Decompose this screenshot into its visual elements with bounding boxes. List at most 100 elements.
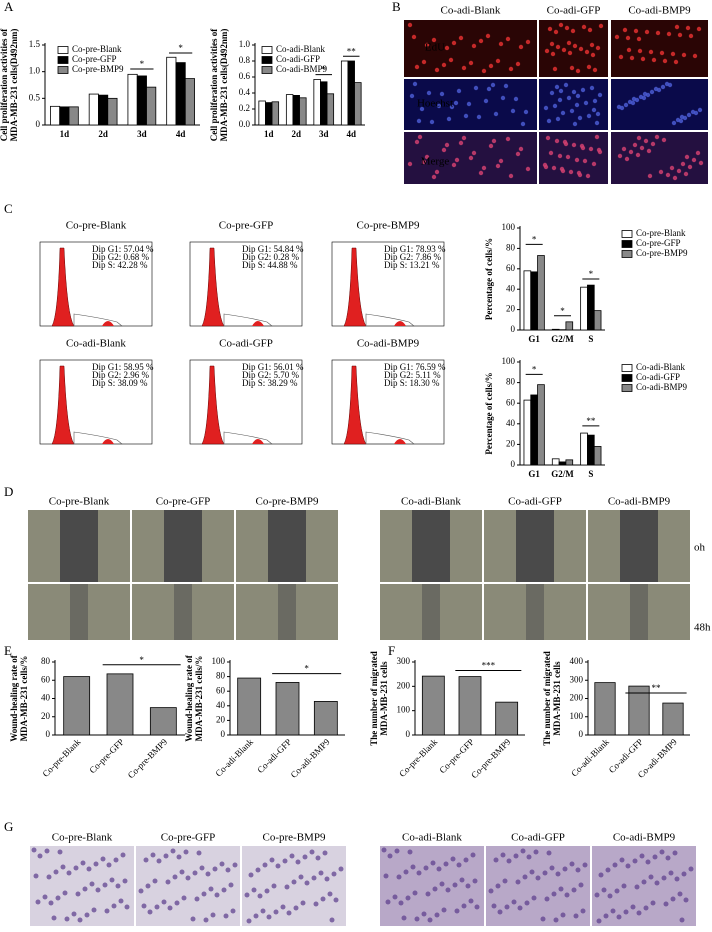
cell-nucleus [476, 114, 482, 120]
x-tick-label: Co-pre-Blank [40, 736, 82, 778]
cell-nucleus [558, 88, 564, 94]
x-tick-label: Co-adi-Blank [213, 736, 255, 778]
migrated-cell [677, 891, 683, 897]
significance-label: ** [586, 416, 596, 426]
migrated-cell [504, 904, 510, 910]
flow-stat: Dip G2: 7.86 % [384, 252, 442, 262]
panel-letter: B [392, 0, 401, 14]
significance-label: * [178, 43, 183, 53]
cell-nucleus [525, 166, 531, 172]
y-tick-label: 0.2 [239, 103, 250, 113]
y-tick-label: 1.0 [29, 66, 41, 76]
flow-title: Co-adi-BMP9 [357, 338, 420, 350]
migrated-cell [80, 860, 86, 866]
migrated-cell [152, 878, 158, 884]
migrated-cell [138, 888, 144, 894]
migrated-cell [282, 858, 288, 864]
cell-nucleus [493, 111, 499, 117]
micrograph [486, 846, 590, 926]
cell-nucleus [569, 108, 575, 114]
significance-label: * [560, 306, 565, 316]
legend-swatch [621, 240, 633, 248]
cell-nucleus [625, 35, 631, 41]
significance-label: ** [652, 683, 662, 693]
migrated-cell [311, 875, 317, 881]
scratch [526, 584, 544, 640]
migrated-cell [75, 891, 81, 897]
migrated-cell [122, 878, 128, 884]
migrated-cell [53, 869, 59, 875]
migrated-cell [385, 899, 391, 905]
cell-nucleus [446, 116, 452, 122]
migrated-cell [513, 853, 519, 859]
migrated-cell [251, 887, 257, 893]
migrated-cell [619, 857, 625, 863]
migrated-cell [48, 900, 54, 906]
flow-stat: Dip G2: 5.11 % [384, 370, 441, 380]
cell-nucleus [431, 37, 437, 43]
flow-stat: Dip S: 13.21 % [384, 260, 440, 270]
x-tick-label: 3d [137, 129, 147, 139]
migrated-cell [156, 858, 162, 864]
migrated-cell [630, 904, 636, 910]
migrated-cell [421, 911, 427, 917]
cell-nucleus [490, 82, 496, 88]
cell-nucleus [591, 107, 597, 113]
flow-stat: Dip G2: 5.70 % [242, 370, 300, 380]
cell-nucleus [478, 170, 484, 176]
cell-nucleus [598, 23, 604, 29]
flow-stat: Dip G1: 76.59 % [384, 362, 446, 372]
migrated-cell [546, 850, 552, 856]
migrated-cell [582, 862, 588, 868]
migrated-cell [255, 867, 261, 873]
y-tick-label: 40 [216, 700, 226, 710]
migrated-cell [654, 880, 660, 886]
migrated-cell [594, 892, 600, 898]
flow-stat: Dip S: 38.09 % [92, 378, 148, 388]
migrated-cell [176, 854, 182, 860]
cell-nucleus [466, 101, 472, 107]
migrated-cell [246, 918, 252, 924]
migrated-cell [248, 872, 254, 878]
migrated-cell [262, 862, 268, 868]
legend-swatch [621, 384, 633, 392]
cell-nucleus [690, 109, 696, 115]
cell-nucleus [414, 139, 420, 145]
migrated-cell [280, 904, 286, 910]
migrated-cell [668, 870, 674, 876]
migrated-cell [493, 857, 499, 863]
time-label: 48h [694, 622, 711, 634]
migrated-cell [403, 869, 409, 875]
g2-peak [252, 321, 264, 326]
bar [146, 86, 157, 126]
column-label: Co-adi-BMP9 [613, 832, 676, 844]
cell-nucleus [453, 100, 459, 106]
migrated-cell [196, 850, 202, 856]
cell-nucleus [576, 170, 582, 176]
migrated-cell [208, 886, 214, 892]
migrated-cell [89, 881, 95, 887]
migrated-cell [77, 917, 83, 923]
migrated-cell [64, 916, 70, 922]
migrated-cell [688, 866, 694, 872]
cell-nucleus [429, 119, 435, 125]
y-axis-label: MDA-MB-231 cells [379, 661, 389, 736]
cell-nucleus [696, 26, 702, 32]
cell-nucleus [561, 47, 567, 53]
migrated-cell [55, 895, 61, 901]
migrated-cell [612, 862, 618, 868]
cell-nucleus [417, 134, 423, 140]
y-tick-label: 100 [212, 656, 226, 666]
micrograph [242, 846, 346, 926]
migrated-cell [542, 870, 548, 876]
cell-nucleus [510, 108, 516, 114]
migrated-cell [147, 909, 153, 915]
migrated-cell [491, 903, 497, 909]
cell-nucleus [574, 102, 580, 108]
migrated-cell [44, 848, 50, 854]
cell-nucleus [566, 40, 572, 46]
significance-label: * [140, 59, 145, 69]
y-axis-label: MDA-MB-231 cells(D492nm) [9, 29, 19, 142]
legend-label: Co-adi-Blank [636, 362, 685, 372]
bar [175, 62, 186, 126]
